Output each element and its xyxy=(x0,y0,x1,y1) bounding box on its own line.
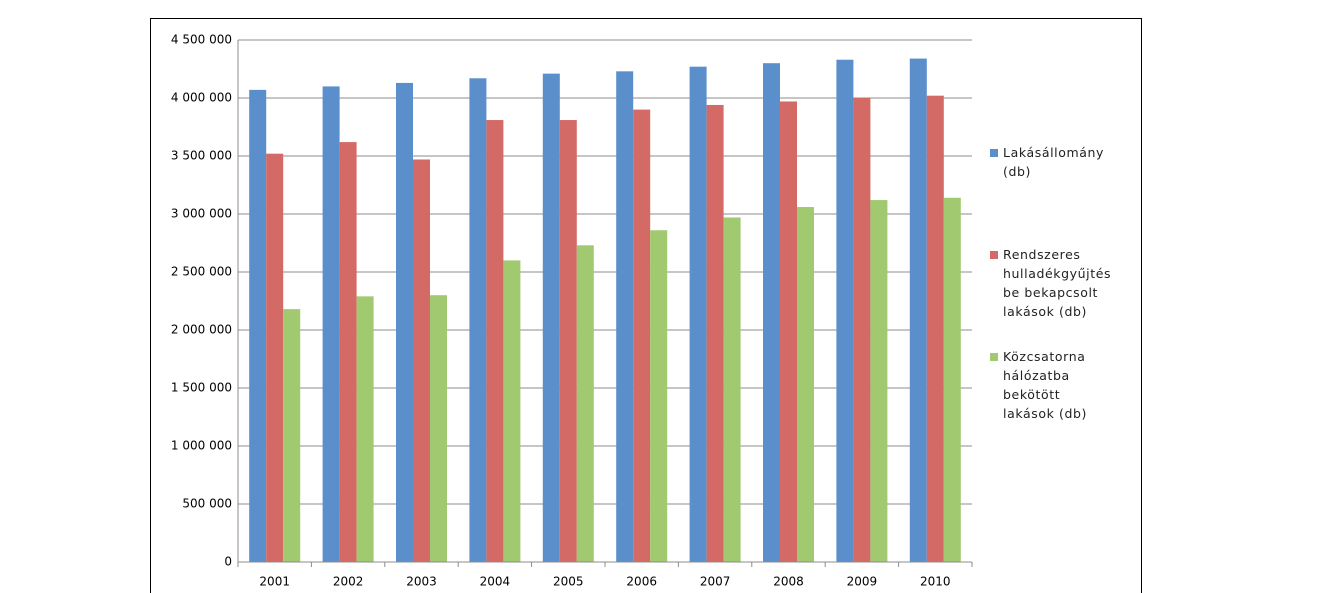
y-tick-label: 500 000 xyxy=(182,497,232,511)
bar xyxy=(486,120,504,562)
y-tick-label: 4 000 000 xyxy=(171,91,232,105)
bar xyxy=(322,86,340,563)
bar xyxy=(853,98,871,562)
x-tick-label: 2001 xyxy=(259,575,290,589)
y-tick-label: 1 000 000 xyxy=(171,439,232,453)
y-tick-label: 2 000 000 xyxy=(171,323,232,337)
bar xyxy=(249,89,267,562)
legend-label: Rendszeres hulladékgyűjtés be bekapcsolt… xyxy=(1003,247,1112,319)
legend-swatch xyxy=(990,149,998,157)
bar xyxy=(706,104,724,563)
bar xyxy=(797,207,814,563)
y-tick-label: 4 500 000 xyxy=(171,33,232,47)
x-tick-label: 2009 xyxy=(847,575,878,589)
bar xyxy=(689,66,707,563)
x-tick-label: 2008 xyxy=(773,575,804,589)
x-tick-label: 2004 xyxy=(480,575,511,589)
y-tick-label: 0 xyxy=(224,555,232,569)
bar xyxy=(430,295,447,562)
x-tick-label: 2002 xyxy=(333,575,364,589)
bar xyxy=(559,120,577,562)
bar xyxy=(469,78,487,562)
legend-label: Közcsatorna hálózatba bekötött lakások (… xyxy=(1003,349,1088,421)
bar xyxy=(396,82,413,563)
bar xyxy=(650,230,668,563)
chart-border xyxy=(150,18,1142,593)
y-tick-label: 3 500 000 xyxy=(171,149,232,163)
legend-label: Lakásállomány (db) xyxy=(1003,145,1105,179)
bar xyxy=(943,197,961,562)
bar xyxy=(283,309,301,562)
bar xyxy=(926,95,944,563)
bar xyxy=(763,63,780,562)
legend-item: Közcsatorna hálózatba bekötött lakások (… xyxy=(990,347,1115,423)
legend-swatch xyxy=(990,353,998,361)
y-tick-label: 3 000 000 xyxy=(171,207,232,221)
bar xyxy=(542,73,560,562)
x-tick-label: 2010 xyxy=(920,575,951,589)
bar xyxy=(616,71,634,562)
bar xyxy=(836,59,854,562)
bar xyxy=(780,101,797,562)
x-tick-label: 2006 xyxy=(626,575,657,589)
bar xyxy=(909,58,927,563)
bar xyxy=(413,159,430,563)
bar xyxy=(633,109,651,562)
bar xyxy=(339,142,357,562)
bar xyxy=(723,217,741,563)
legend-item: Lakásállomány (db) xyxy=(990,143,1115,181)
bar xyxy=(356,296,374,562)
x-tick-label: 2005 xyxy=(553,575,584,589)
bar xyxy=(503,260,521,562)
bar xyxy=(576,245,594,562)
legend-swatch xyxy=(990,251,998,259)
x-tick-label: 2007 xyxy=(700,575,731,589)
y-tick-label: 1 500 000 xyxy=(171,381,232,395)
bar xyxy=(870,200,888,562)
y-tick-label: 2 500 000 xyxy=(171,265,232,279)
legend-item: Rendszeres hulladékgyűjtés be bekapcsolt… xyxy=(990,245,1115,321)
bar xyxy=(266,153,284,562)
x-tick-label: 2003 xyxy=(406,575,437,589)
